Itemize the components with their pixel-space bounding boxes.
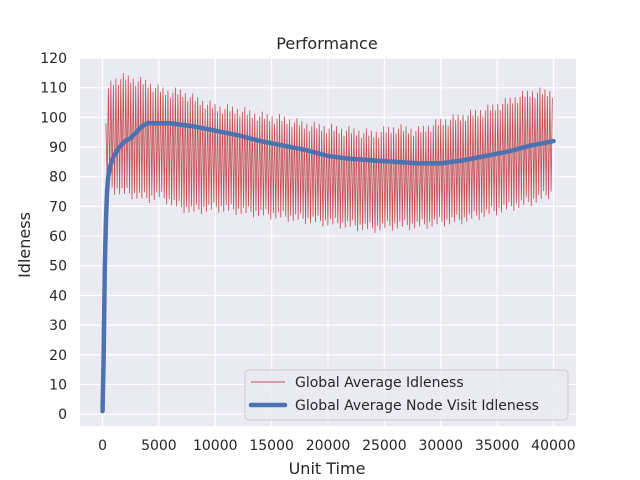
- y-tick-label: 70: [49, 199, 67, 215]
- x-axis-label: Unit Time: [289, 459, 366, 478]
- y-tick-label: 20: [49, 348, 67, 364]
- legend-label-global-average-idleness: Global Average Idleness: [295, 375, 464, 391]
- series-global-average-idleness: [105, 73, 553, 233]
- y-tick-label: 100: [40, 110, 67, 126]
- series-layer: [100, 73, 556, 414]
- chart-title: Performance: [276, 34, 377, 53]
- legend-box: [244, 369, 569, 421]
- x-tick-label: 25000: [362, 438, 407, 454]
- legend-label-node-visit-idleness: Global Average Node Visit Idleness: [295, 398, 539, 414]
- x-tick-labels: 0 5000 10000 15000 20000 25000 30000 35000 40000: [98, 438, 576, 454]
- x-tick-label: 5000: [141, 438, 177, 454]
- y-tick-label: 10: [49, 377, 67, 393]
- y-tick-label: 60: [49, 229, 67, 245]
- x-tick-label: 0: [98, 438, 107, 454]
- x-tick-label: 20000: [306, 438, 351, 454]
- y-tick-label: 80: [49, 170, 67, 186]
- legend: Global Average Idleness Global Average N…: [244, 369, 569, 421]
- y-tick-label: 90: [49, 140, 67, 156]
- y-tick-label: 40: [49, 288, 67, 304]
- x-tick-label: 40000: [531, 438, 576, 454]
- x-tick-label: 15000: [249, 438, 294, 454]
- x-tick-label: 30000: [418, 438, 463, 454]
- y-axis-label: Idleness: [15, 212, 34, 278]
- y-tick-label: 120: [40, 51, 67, 67]
- y-tick-label: 110: [40, 81, 67, 97]
- y-tick-label: 0: [58, 407, 67, 423]
- y-tick-label: 30: [49, 318, 67, 334]
- y-tick-labels: 0 10 20 30 40 50 60 70 80 90 100 110 120: [40, 51, 67, 423]
- x-tick-label: 35000: [475, 438, 520, 454]
- x-tick-label: 10000: [193, 438, 238, 454]
- y-tick-label: 50: [49, 259, 67, 275]
- series-global-average-node-visit-idleness: [100, 121, 556, 414]
